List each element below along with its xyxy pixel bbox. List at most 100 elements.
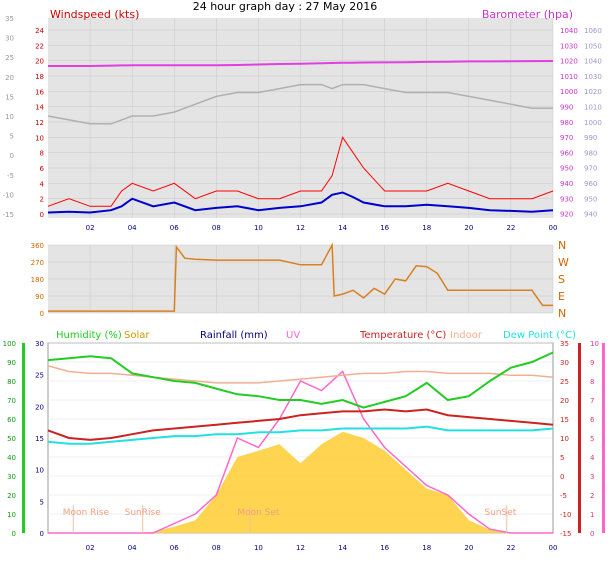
indoor-temp-line — [47, 365, 554, 384]
wind-tick-label: 22 — [35, 42, 44, 50]
dir-tick-label: 270 — [31, 259, 44, 267]
baro-outer-tick-label: 940 — [584, 211, 597, 219]
temp-tick-label: -10 — [560, 511, 571, 519]
p3-x-tick-label: 06 — [170, 544, 179, 552]
p1-x-tick-label: 10 — [254, 224, 263, 232]
humidity-tick-label: 70 — [7, 397, 16, 405]
p3-x-tick-label: 16 — [380, 544, 389, 552]
wind-tick-label: 12 — [35, 119, 44, 127]
astro-marker-label: SunRise — [125, 508, 162, 518]
barometer-label: Barometer (hpa) — [482, 8, 573, 21]
humidity-tick-label: 0 — [12, 530, 16, 538]
baro-tick-label: 1010 — [560, 73, 578, 81]
p3-x-tick-label: 20 — [464, 544, 473, 552]
humidity-tick-label: 20 — [7, 492, 16, 500]
gray-tick-label: 0 — [10, 152, 14, 160]
gray-series-line — [47, 83, 553, 125]
p3-x-tick-label: 18 — [422, 544, 431, 552]
baro-outer-tick-label: 1030 — [584, 73, 602, 81]
humidity-tick-label: 10 — [7, 511, 16, 519]
p3-x-tick-label: 10 — [254, 544, 263, 552]
solar-tick-label: 10 — [35, 467, 44, 475]
baro-outer-tick-label: 1020 — [584, 88, 602, 96]
gray-tick-label: 35 — [5, 15, 14, 23]
humidity-tick-label: 30 — [7, 473, 16, 481]
p1-x-tick-label: 02 — [86, 224, 95, 232]
solar-tick-label: 20 — [35, 403, 44, 411]
climate-legend-label: UV — [286, 330, 300, 341]
uv-tick-label: 4 — [590, 454, 595, 462]
p1-x-tick-label: 00 — [549, 224, 558, 232]
uv-line — [48, 370, 553, 534]
compass-tick-label: W — [558, 256, 569, 269]
wind-tick-label: 6 — [40, 165, 45, 173]
dir-tick-label: 360 — [31, 242, 44, 250]
baro-outer-tick-label: 1010 — [584, 104, 602, 112]
humidity-tick-label: 80 — [7, 378, 16, 386]
windspeed-avg-line — [47, 191, 554, 214]
uv-tick-label: 5 — [590, 435, 594, 443]
wind-tick-label: 18 — [35, 73, 44, 81]
p3-x-tick-label: 02 — [86, 544, 95, 552]
dir-tick-label: 180 — [31, 276, 44, 284]
baro-outer-tick-label: 970 — [584, 165, 597, 173]
p3-x-tick-label: 12 — [296, 544, 305, 552]
baro-tick-label: 960 — [560, 149, 573, 157]
p1-x-tick-label: 22 — [506, 224, 515, 232]
baro-outer-tick-label: 1000 — [584, 119, 602, 127]
climate-legend-label: Dew Point (°C) — [503, 330, 576, 341]
baro-tick-label: 990 — [560, 104, 573, 112]
baro-outer-tick-label: 1060 — [584, 27, 602, 35]
solar-tick-label: 25 — [35, 372, 44, 380]
baro-tick-label: 940 — [560, 180, 573, 188]
climate-legend-label: Temperature (°C) — [359, 330, 446, 341]
temp-tick-label: 30 — [560, 359, 569, 367]
climate-legend-label: Rainfall (mm) — [200, 330, 268, 341]
dir-tick-label: 90 — [35, 293, 44, 301]
humidity-tick-label: 40 — [7, 454, 16, 462]
uv-tick-label: 9 — [590, 359, 594, 367]
astro-marker-label: SunSet — [484, 508, 516, 518]
gray-tick-label: 5 — [10, 133, 14, 141]
humidity-axis-bar — [22, 343, 25, 533]
gray-tick-label: -10 — [3, 191, 14, 199]
compass-tick-label: N — [558, 239, 566, 252]
wind-tick-label: 10 — [35, 134, 44, 142]
baro-tick-label: 1000 — [560, 88, 578, 96]
uv-tick-label: 8 — [590, 378, 594, 386]
humidity-line — [47, 351, 554, 409]
uv-tick-label: 10 — [590, 340, 599, 348]
baro-outer-tick-label: 1040 — [584, 58, 602, 66]
wind-baro-panel: Windspeed (kts) Barometer (hpa) 24222018… — [3, 8, 602, 232]
temp-tick-label: 35 — [560, 340, 569, 348]
uv-axis-bar — [602, 343, 605, 533]
p1-x-tick-label: 06 — [170, 224, 179, 232]
p3-x-tick-label: 14 — [338, 544, 347, 552]
windspeed-gust-line — [47, 136, 554, 207]
uv-tick-label: 3 — [590, 473, 594, 481]
chart-title: 24 hour graph day : 27 May 2016 — [193, 0, 378, 13]
baro-outer-tick-label: 990 — [584, 134, 597, 142]
baro-outer-tick-label: 960 — [584, 180, 597, 188]
gray-tick-label: 20 — [5, 74, 14, 82]
gray-tick-label: 30 — [5, 35, 14, 43]
temp-tick-label: 20 — [560, 397, 569, 405]
uv-tick-label: 7 — [590, 397, 594, 405]
uv-tick-label: 1 — [590, 511, 594, 519]
temp-tick-label: -5 — [560, 492, 567, 500]
p3-x-tick-label: 22 — [506, 544, 515, 552]
solar-tick-label: 0 — [40, 530, 44, 538]
astro-marker-label: Moon Rise — [63, 508, 110, 518]
temp-tick-label: -15 — [560, 530, 571, 538]
climate-legend-label: Humidity (%) — [56, 330, 122, 341]
gray-tick-label: -15 — [3, 211, 14, 219]
humidity-tick-label: 100 — [3, 340, 16, 348]
temp-tick-label: 10 — [560, 435, 569, 443]
wind-tick-label: 0 — [40, 211, 44, 219]
dew-point-line — [47, 425, 554, 445]
baro-tick-label: 1020 — [560, 58, 578, 66]
temperature-line — [47, 408, 554, 441]
temp-tick-label: 25 — [560, 378, 569, 386]
solar-tick-label: 5 — [40, 498, 44, 506]
